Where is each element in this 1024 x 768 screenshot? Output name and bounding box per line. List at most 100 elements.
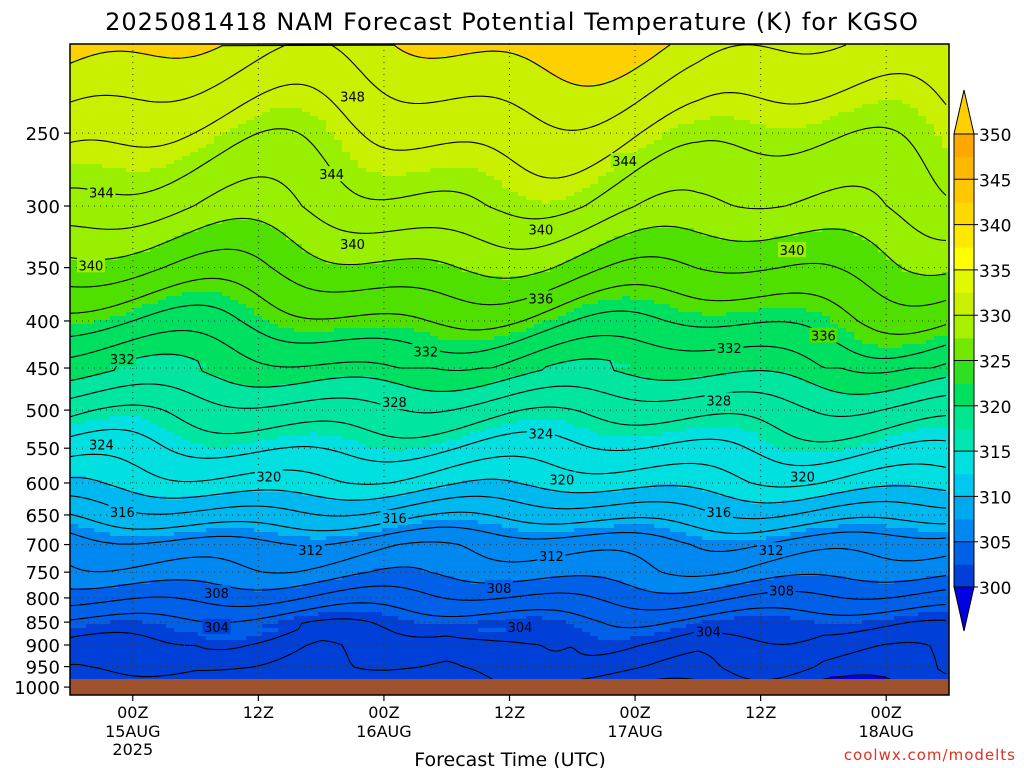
contour-label-304: 304	[204, 621, 229, 636]
contour-line-348	[70, 44, 847, 131]
contour-label-320: 320	[790, 470, 815, 485]
x-tick-label: 12Z	[494, 703, 525, 722]
contour-label-332: 332	[717, 342, 742, 357]
colorbar-segment	[954, 224, 974, 248]
contour-label-308: 308	[487, 582, 512, 597]
colorbar-segment	[954, 201, 974, 226]
contour-line-302	[70, 639, 947, 688]
contour-label-bg	[380, 510, 409, 526]
contour-label-324: 324	[89, 439, 114, 454]
y-tick-label: 1000	[14, 678, 60, 699]
colorbar-segment	[954, 292, 974, 316]
colorbar-segment	[954, 451, 974, 475]
y-tick-label: 800	[26, 589, 60, 610]
contour-line-304	[70, 618, 947, 656]
contour-label-320: 320	[549, 474, 574, 489]
x-tick-label: 00Z	[117, 703, 148, 722]
colorbar-segment	[954, 360, 974, 384]
colorbar-extend-bottom	[953, 586, 975, 632]
contour-label-bg	[485, 579, 514, 595]
colorbar-segment	[954, 315, 974, 339]
colorbar-label: 350	[979, 126, 1011, 146]
contour-label-336: 336	[811, 330, 836, 345]
contour-label-308: 308	[204, 587, 229, 602]
contour-label-bg	[505, 618, 534, 634]
contour-label-340: 340	[528, 223, 553, 238]
contour-line-342	[70, 176, 947, 250]
contour-label-332: 332	[110, 353, 135, 368]
contour-label-bg	[694, 623, 723, 639]
colorbar: 300 305 310 315 320 325 330 335 340 345 350	[953, 89, 1011, 632]
contour-line-322	[70, 453, 947, 488]
contour-label-bg	[380, 394, 409, 410]
y-tick-label: 750	[26, 563, 60, 584]
colorbar-extend-top	[953, 89, 975, 135]
colorbar-label: 300	[979, 579, 1011, 599]
colorbar-label: 305	[979, 534, 1011, 554]
contour-label-340: 340	[340, 238, 365, 253]
y-tick-label: 850	[26, 613, 60, 634]
contour-line-324	[70, 428, 947, 467]
contour-label-bg	[526, 425, 555, 441]
x-tick-sublabel: 17AUG	[607, 722, 662, 741]
contour-label-316: 316	[110, 506, 135, 521]
colorbar-segment	[954, 156, 974, 180]
contour-line-340	[70, 217, 947, 279]
contour-label-bg	[704, 503, 733, 519]
contour-label-bg	[317, 166, 346, 182]
y-tick-label: 250	[26, 124, 60, 145]
y-tick-label: 600	[26, 474, 60, 495]
contour-label-304: 304	[696, 625, 721, 640]
colorbar-segment	[954, 269, 974, 294]
colorbar-segment	[954, 337, 974, 361]
contour-line-318	[70, 495, 947, 520]
contour-label-bg	[202, 584, 231, 600]
contour-label-340: 340	[79, 259, 104, 274]
contour-line-344	[70, 126, 947, 220]
y-tick-label: 500	[26, 401, 60, 422]
colorbar-label: 340	[979, 217, 1011, 237]
contour-line-346	[70, 73, 947, 179]
contour-label-bg	[87, 184, 116, 200]
contour-line-312	[70, 541, 947, 577]
contour-label-bg	[704, 392, 733, 408]
contour-label-312: 312	[759, 544, 784, 559]
contour-label-bg	[526, 290, 555, 306]
colorbar-segment	[954, 247, 974, 271]
contour-line-314	[70, 526, 947, 552]
colorbar-segment	[954, 496, 974, 520]
x-axis-title: Forecast Time (UTC)	[414, 749, 605, 768]
contour-label-bg	[202, 618, 231, 634]
contour-label-bg	[338, 88, 367, 104]
colorbar-label: 315	[979, 443, 1011, 463]
contour-line-330	[70, 353, 947, 395]
colorbar-label: 320	[979, 398, 1011, 418]
contour-line-338	[70, 248, 947, 307]
y-tick-label: 900	[26, 636, 60, 657]
contour-label-312: 312	[298, 544, 323, 559]
contour-line-350	[70, 44, 671, 87]
contour-label-bg	[76, 257, 105, 273]
contour-label-bg	[254, 468, 283, 484]
colorbar-segment	[954, 405, 974, 429]
x-tick-label: 12Z	[243, 703, 274, 722]
contour-label-344: 344	[612, 155, 637, 170]
contour-line-320	[70, 476, 947, 504]
contour-line-316	[70, 511, 946, 535]
colorbar-segment	[954, 428, 974, 452]
contour-label-344: 344	[319, 168, 344, 183]
colorbar-segment	[954, 134, 974, 158]
colorbar-label: 345	[979, 171, 1011, 191]
x-tick-label: 12Z	[745, 703, 776, 722]
colorbar-segment	[954, 541, 974, 565]
contour-label-340: 340	[780, 244, 805, 259]
y-tick-label: 300	[26, 197, 60, 218]
contour-label-328: 328	[382, 396, 407, 411]
colorbar-segment	[954, 383, 974, 407]
contour-label-bg	[767, 582, 796, 598]
contour-label-bg	[757, 542, 786, 558]
contour-label-316: 316	[382, 512, 407, 527]
colorbar-segment	[954, 179, 974, 203]
colorbar-label: 310	[979, 488, 1011, 508]
